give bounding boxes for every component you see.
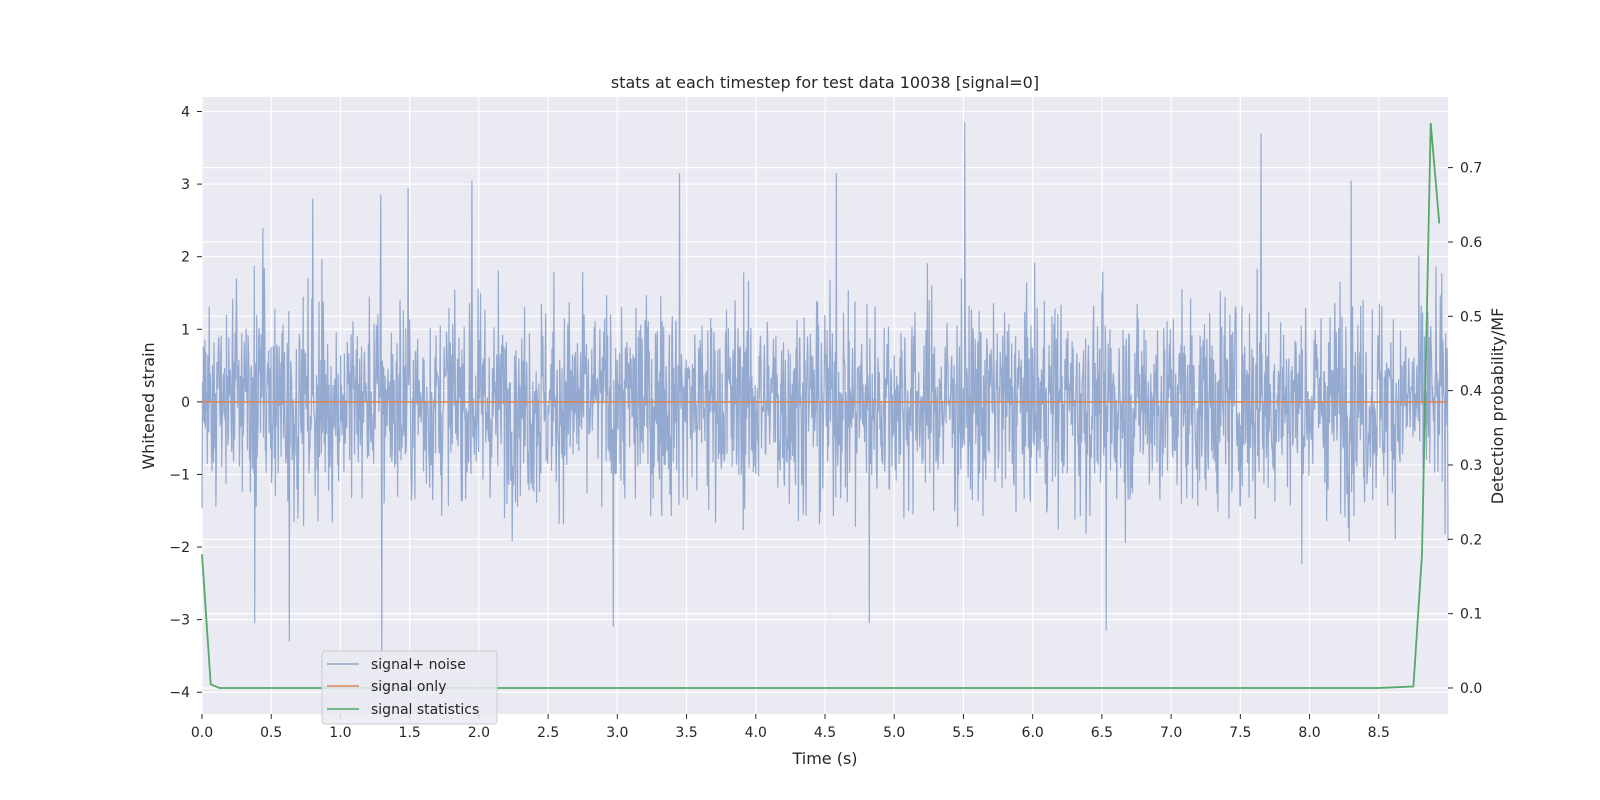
right-y-tick-label: 0.3 — [1460, 458, 1482, 474]
signal-noise-series — [201, 122, 1449, 660]
right-y-axis-label: Detection probability/MF — [1488, 308, 1507, 505]
x-tick-label: 2.0 — [468, 725, 490, 741]
right-y-tick-label: 0.1 — [1460, 607, 1482, 623]
x-axis-label: Time (s) — [791, 749, 857, 768]
legend-label-signal-noise: signal+ noise — [371, 657, 466, 673]
right-y-tick-label: 0.0 — [1460, 681, 1482, 697]
left-y-tick-label: −3 — [169, 613, 190, 629]
left-y-ticks: 4 3 2 1 0 −1 −2 −3 −4 — [169, 105, 202, 701]
left-y-tick-label: 4 — [181, 105, 190, 121]
left-y-tick-label: −1 — [169, 467, 190, 483]
right-y-tick-label: 0.6 — [1460, 235, 1482, 251]
legend-label-signal-statistics: signal statistics — [371, 702, 479, 718]
left-y-tick-label: 3 — [181, 177, 190, 193]
x-tick-label: 1.0 — [329, 725, 351, 741]
x-tick-label: 4.0 — [745, 725, 767, 741]
legend-box — [321, 650, 498, 725]
x-ticks: 0.0 0.5 1.0 1.5 2.0 2.5 3.0 3.5 4.0 4.5 5.0 5.5 6.0 6… — [191, 714, 1390, 741]
x-tick-label: 1.5 — [399, 725, 421, 741]
x-tick-label: 4.5 — [814, 725, 836, 741]
left-y-axis-label: Whitened strain — [139, 342, 158, 469]
left-y-tick-label: 1 — [181, 322, 190, 338]
right-y-tick-label: 0.2 — [1460, 532, 1482, 548]
x-tick-label: 5.5 — [952, 725, 974, 741]
x-tick-label: 3.0 — [606, 725, 628, 741]
right-y-ticks: 0.7 0.6 0.5 0.4 0.3 0.2 0.1 0.0 — [1448, 161, 1482, 697]
chart-title: stats at each timestep for test data 100… — [611, 73, 1039, 92]
signal-statistics-line — [201, 122, 1441, 689]
signal-noise-line — [201, 122, 1449, 660]
x-tick-label: 8.0 — [1298, 725, 1320, 741]
right-y-tick-label: 0.4 — [1460, 384, 1482, 400]
x-tick-label: 8.5 — [1368, 725, 1390, 741]
signal-statistics-series — [201, 122, 1441, 689]
left-y-tick-label: −4 — [169, 685, 190, 701]
x-tick-label: 6.5 — [1091, 725, 1113, 741]
left-y-tick-label: −2 — [169, 540, 190, 556]
x-tick-label: 3.5 — [675, 725, 697, 741]
x-tick-label: 6.0 — [1022, 725, 1044, 741]
right-y-tick-label: 0.5 — [1460, 309, 1482, 325]
x-tick-label: 0.0 — [191, 725, 213, 741]
x-tick-label: 0.5 — [260, 725, 282, 741]
x-tick-label: 5.0 — [883, 725, 905, 741]
left-y-tick-label: 0 — [181, 395, 190, 411]
left-y-tick-label: 2 — [181, 250, 190, 266]
right-y-tick-label: 0.7 — [1460, 161, 1482, 177]
x-tick-label: 7.0 — [1160, 725, 1182, 741]
legend: signal+ noise signal only signal statist… — [321, 650, 498, 725]
x-tick-label: 2.5 — [537, 725, 559, 741]
x-tick-label: 7.5 — [1229, 725, 1251, 741]
legend-label-signal-only: signal only — [371, 679, 446, 695]
